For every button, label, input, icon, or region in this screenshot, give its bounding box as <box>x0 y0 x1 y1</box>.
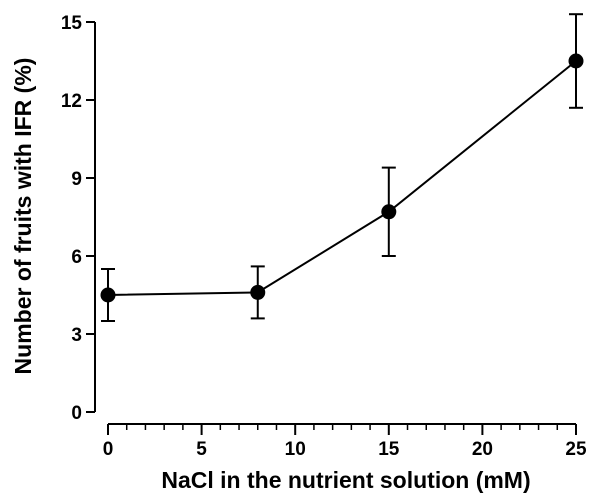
series-polyline <box>107 60 577 296</box>
data-point <box>568 53 584 69</box>
y-axis: 0 3 6 9 12 15 <box>61 13 96 424</box>
data-point <box>250 284 266 300</box>
y-tick-label: 6 <box>71 247 82 268</box>
y-tick-label: 12 <box>61 91 82 112</box>
y-axis-title: Number of fruits with IFR (%) <box>10 58 36 375</box>
x-tick-label: 5 <box>196 439 207 460</box>
x-tick-label: 10 <box>285 439 306 460</box>
data-point <box>100 287 116 303</box>
y-tick-label: 3 <box>71 325 82 346</box>
y-tick-label: 15 <box>61 13 83 34</box>
data-point <box>381 204 397 220</box>
x-axis: 0 5 10 15 20 25 <box>103 423 587 460</box>
x-tick-label: 0 <box>103 439 114 460</box>
series-line <box>107 60 577 296</box>
x-tick-label: 25 <box>565 439 587 460</box>
data-points <box>100 53 584 303</box>
y-tick-label: 9 <box>71 169 82 190</box>
x-tick-label: 15 <box>378 439 400 460</box>
x-axis-title: NaCl in the nutrient solution (mM) <box>161 467 530 493</box>
y-tick-label: 0 <box>71 403 82 424</box>
x-tick-label: 20 <box>472 439 493 460</box>
error-bars <box>101 13 583 322</box>
